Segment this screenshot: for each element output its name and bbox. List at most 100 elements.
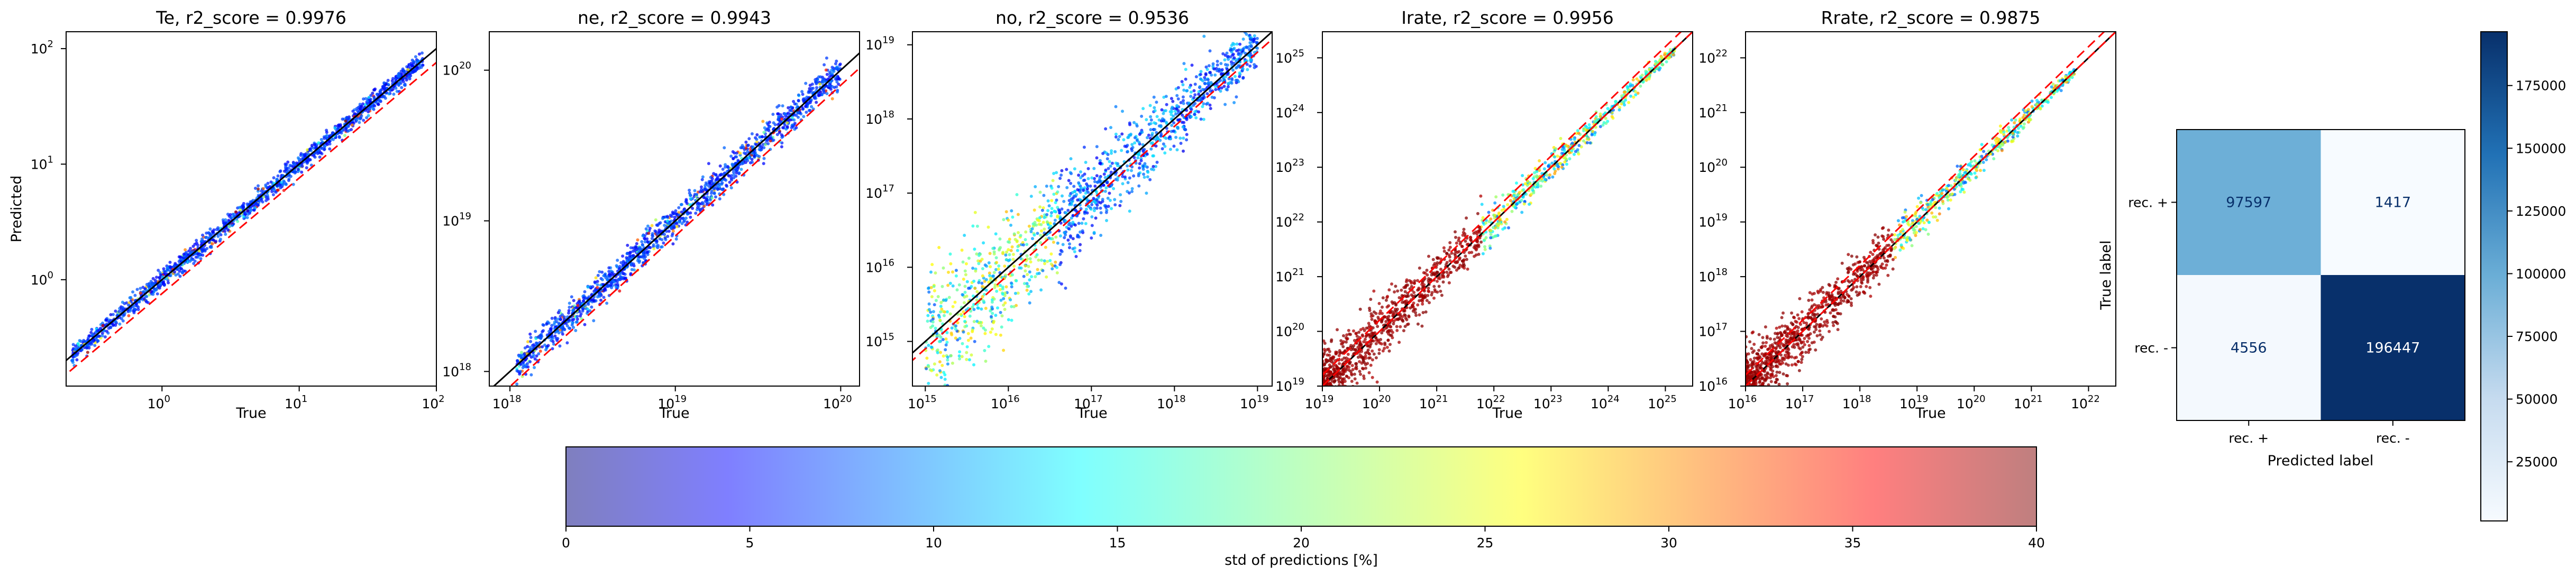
scatter-point — [1024, 238, 1027, 242]
scatter-point — [1175, 104, 1179, 107]
scatter-point — [1116, 178, 1119, 182]
scatter-point — [1406, 322, 1410, 326]
scatter-point — [667, 230, 671, 233]
scatter-point — [1015, 279, 1018, 282]
scatter-point — [379, 90, 382, 94]
scatter-point — [367, 96, 371, 99]
scatter-point — [1095, 198, 1099, 202]
scatter-point — [1253, 24, 1256, 28]
scatter-point — [999, 310, 1002, 314]
scatter-point — [143, 287, 147, 290]
scatter-point — [808, 101, 812, 104]
scatter-point — [1206, 102, 1210, 105]
scatter-point — [1418, 313, 1421, 317]
scatter-point — [1139, 159, 1143, 162]
scatter-point — [159, 273, 162, 277]
scatter-point — [310, 143, 314, 147]
scatter-point — [956, 321, 960, 325]
scatter-point — [765, 127, 769, 131]
scatter-point — [1043, 216, 1046, 219]
scatter-point — [1447, 281, 1451, 285]
scatter-point — [969, 336, 973, 340]
scatter-point — [1449, 271, 1453, 274]
scatter-point — [1102, 184, 1106, 187]
scatter-point — [1106, 181, 1109, 185]
scatter-point — [574, 329, 578, 332]
scatter-point — [1092, 231, 1096, 234]
scatter-point — [1321, 422, 1324, 425]
scatter-point — [1483, 248, 1487, 251]
scatter-point — [1068, 222, 1072, 225]
scatter-point — [318, 155, 322, 159]
scatter-point — [1038, 216, 1042, 219]
scatter-point — [981, 274, 984, 278]
scatter-point — [1344, 388, 1347, 391]
scatter-point — [685, 202, 689, 205]
scatter-point — [940, 285, 944, 288]
scatter-point — [309, 163, 313, 167]
scatter-point — [602, 274, 606, 278]
scatter-point — [1512, 194, 1516, 197]
scatter-point — [689, 197, 692, 200]
scatter-point — [1387, 288, 1391, 292]
scatter-point — [1037, 258, 1040, 262]
scatter-point — [1118, 204, 1122, 207]
scatter-point — [768, 121, 771, 124]
scatter-point — [341, 117, 344, 121]
scatter-point — [1048, 221, 1052, 225]
scatter-point — [1089, 207, 1093, 211]
scatter-point — [990, 305, 994, 309]
scatter-point — [1138, 133, 1141, 136]
scatter-point — [1430, 273, 1433, 277]
scatter-point — [222, 222, 226, 225]
scatter-point — [1219, 62, 1223, 66]
scatter-point — [522, 363, 525, 367]
scatter-point — [1033, 208, 1036, 212]
scatter-point — [1209, 71, 1212, 74]
scatter-point — [1076, 234, 1080, 237]
scatter-point — [251, 199, 255, 202]
scatter-point — [1231, 48, 1235, 51]
scatter-point — [1347, 369, 1351, 372]
scatter-point — [982, 241, 985, 245]
scatter-point — [1187, 101, 1191, 105]
scatter-point — [669, 214, 672, 217]
scatter-point — [1198, 85, 1202, 88]
scatter-point — [286, 160, 290, 164]
scatter-point — [1511, 189, 1515, 193]
scatter-point — [777, 104, 781, 107]
scatter-point — [1071, 237, 1075, 241]
scatter-point — [819, 75, 823, 79]
scatter-point — [1013, 291, 1017, 295]
scatter-point — [691, 207, 695, 210]
scatter-point — [1231, 52, 1235, 56]
scatter-point — [1098, 176, 1102, 180]
scatter-point — [127, 304, 130, 307]
scatter-point — [1061, 194, 1064, 198]
scatter-point — [680, 222, 684, 225]
scatter-point — [977, 281, 981, 285]
scatter-point — [1182, 136, 1185, 140]
scatter-point — [995, 289, 999, 293]
scatter-point — [226, 228, 230, 232]
scatter-point — [1012, 305, 1016, 308]
scatter-point — [1130, 169, 1133, 172]
scatter-point — [1353, 338, 1356, 342]
scatter-point — [632, 262, 635, 266]
scatter-point — [1090, 224, 1094, 227]
scatter-point — [936, 348, 939, 352]
scatter-point — [965, 345, 969, 349]
scatter-point — [1119, 199, 1123, 203]
scatter-point — [1226, 85, 1230, 89]
scatter-point — [1058, 263, 1062, 267]
scatter-point — [1427, 290, 1431, 294]
scatter-point — [781, 104, 784, 108]
scatter-point — [216, 234, 220, 238]
scatter-point — [762, 131, 766, 134]
scatter-point — [958, 357, 961, 361]
scatter-point — [1150, 167, 1153, 171]
scatter-point — [780, 117, 783, 121]
scatter-point — [755, 133, 759, 136]
scatter-point — [961, 293, 964, 296]
scatter-point — [703, 187, 707, 191]
